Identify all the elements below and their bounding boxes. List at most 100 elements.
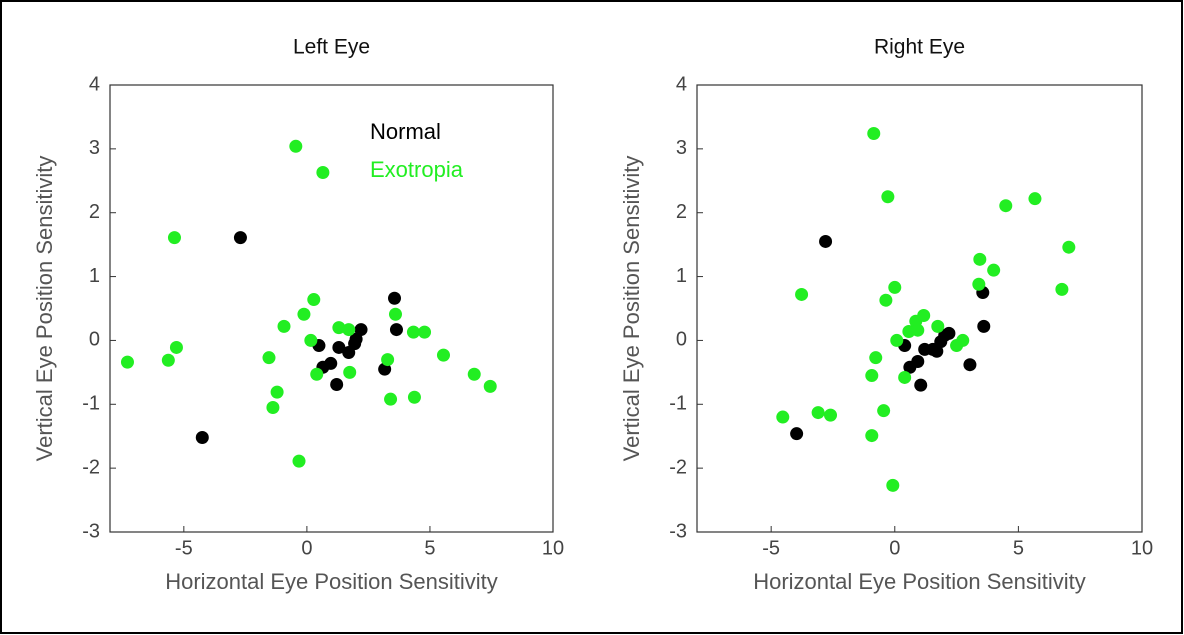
point	[388, 291, 402, 305]
point	[886, 478, 900, 492]
point	[879, 293, 893, 307]
point	[467, 367, 481, 381]
point	[332, 321, 346, 335]
point	[483, 379, 497, 393]
point	[867, 127, 881, 141]
y-tick-label: -2	[669, 456, 687, 478]
legend-entry: Exotropia	[370, 157, 464, 182]
x-tick-label: 10	[1131, 537, 1153, 559]
point	[266, 400, 280, 414]
axes-box	[109, 84, 554, 533]
point	[167, 231, 181, 245]
point	[436, 348, 450, 362]
y-tick-label: 4	[676, 73, 687, 95]
point	[1062, 240, 1076, 254]
y-tick-label: 3	[89, 137, 100, 159]
y-axis-label: Vertical Eye Position Sensitivity	[619, 156, 644, 462]
point	[354, 323, 368, 337]
point	[384, 392, 398, 406]
point	[942, 326, 956, 340]
point	[389, 323, 403, 337]
x-tick-label: 5	[424, 537, 435, 559]
y-tick-label: 0	[89, 329, 100, 351]
point	[911, 355, 925, 369]
point	[877, 404, 891, 418]
point	[795, 287, 809, 301]
point	[811, 406, 825, 420]
point	[931, 319, 945, 333]
point	[977, 319, 991, 333]
x-tick-label: 10	[542, 537, 564, 559]
point	[332, 340, 346, 354]
point	[195, 430, 209, 444]
point	[956, 333, 970, 347]
point	[1028, 192, 1042, 206]
point	[890, 333, 904, 347]
point	[914, 378, 928, 392]
x-tick-label: -5	[762, 537, 780, 559]
point	[790, 427, 804, 441]
point	[161, 353, 175, 367]
axes-box	[696, 84, 1143, 533]
point	[120, 355, 134, 369]
y-tick-label: 3	[676, 137, 687, 159]
point	[911, 323, 925, 337]
x-axis-label: Horizontal Eye Position Sensitivity	[165, 569, 498, 594]
point	[418, 325, 432, 339]
point	[819, 234, 833, 248]
x-tick-label: 0	[889, 537, 900, 559]
legend-entry: Normal	[370, 119, 441, 144]
point	[406, 325, 420, 339]
point	[881, 190, 895, 204]
point	[169, 340, 183, 354]
point	[869, 351, 883, 365]
y-tick-label: 0	[676, 329, 687, 351]
point	[999, 199, 1013, 213]
x-axis-label: Horizontal Eye Position Sensitivity	[753, 569, 1086, 594]
x-tick-label: 0	[301, 537, 312, 559]
point	[270, 385, 284, 399]
point	[388, 307, 402, 321]
y-tick-label: -1	[82, 393, 100, 415]
point	[324, 356, 338, 370]
point	[987, 263, 1001, 277]
point	[963, 358, 977, 372]
y-tick-label: -3	[669, 520, 687, 542]
y-tick-label: -3	[82, 520, 100, 542]
point	[304, 333, 318, 347]
point	[407, 390, 421, 404]
point	[316, 165, 330, 179]
point	[310, 367, 324, 381]
y-tick-label: 1	[89, 265, 100, 287]
point	[888, 280, 902, 294]
point	[865, 429, 879, 443]
point	[973, 252, 987, 266]
point	[824, 408, 837, 422]
y-axis-label: Vertical Eye Position Sensitivity	[32, 156, 57, 462]
point	[330, 377, 344, 391]
point	[307, 293, 321, 307]
point	[865, 369, 879, 383]
y-tick-label: 2	[676, 201, 687, 223]
y-tick-label: -1	[669, 393, 687, 415]
chart-title: Right Eye	[874, 36, 965, 59]
point	[776, 410, 790, 424]
y-tick-label: 1	[676, 265, 687, 287]
point	[289, 139, 303, 153]
point	[292, 454, 306, 468]
point	[1055, 282, 1069, 296]
point	[898, 370, 912, 384]
y-tick-label: -2	[82, 456, 100, 478]
point	[917, 309, 931, 323]
x-tick-label: -5	[175, 537, 193, 559]
chart-title: Left Eye	[293, 36, 370, 59]
y-tick-label: 4	[89, 73, 100, 95]
point	[342, 323, 356, 337]
x-tick-label: 5	[1013, 537, 1024, 559]
point	[972, 277, 986, 291]
point	[343, 365, 357, 379]
point	[349, 332, 363, 346]
point	[262, 351, 276, 365]
